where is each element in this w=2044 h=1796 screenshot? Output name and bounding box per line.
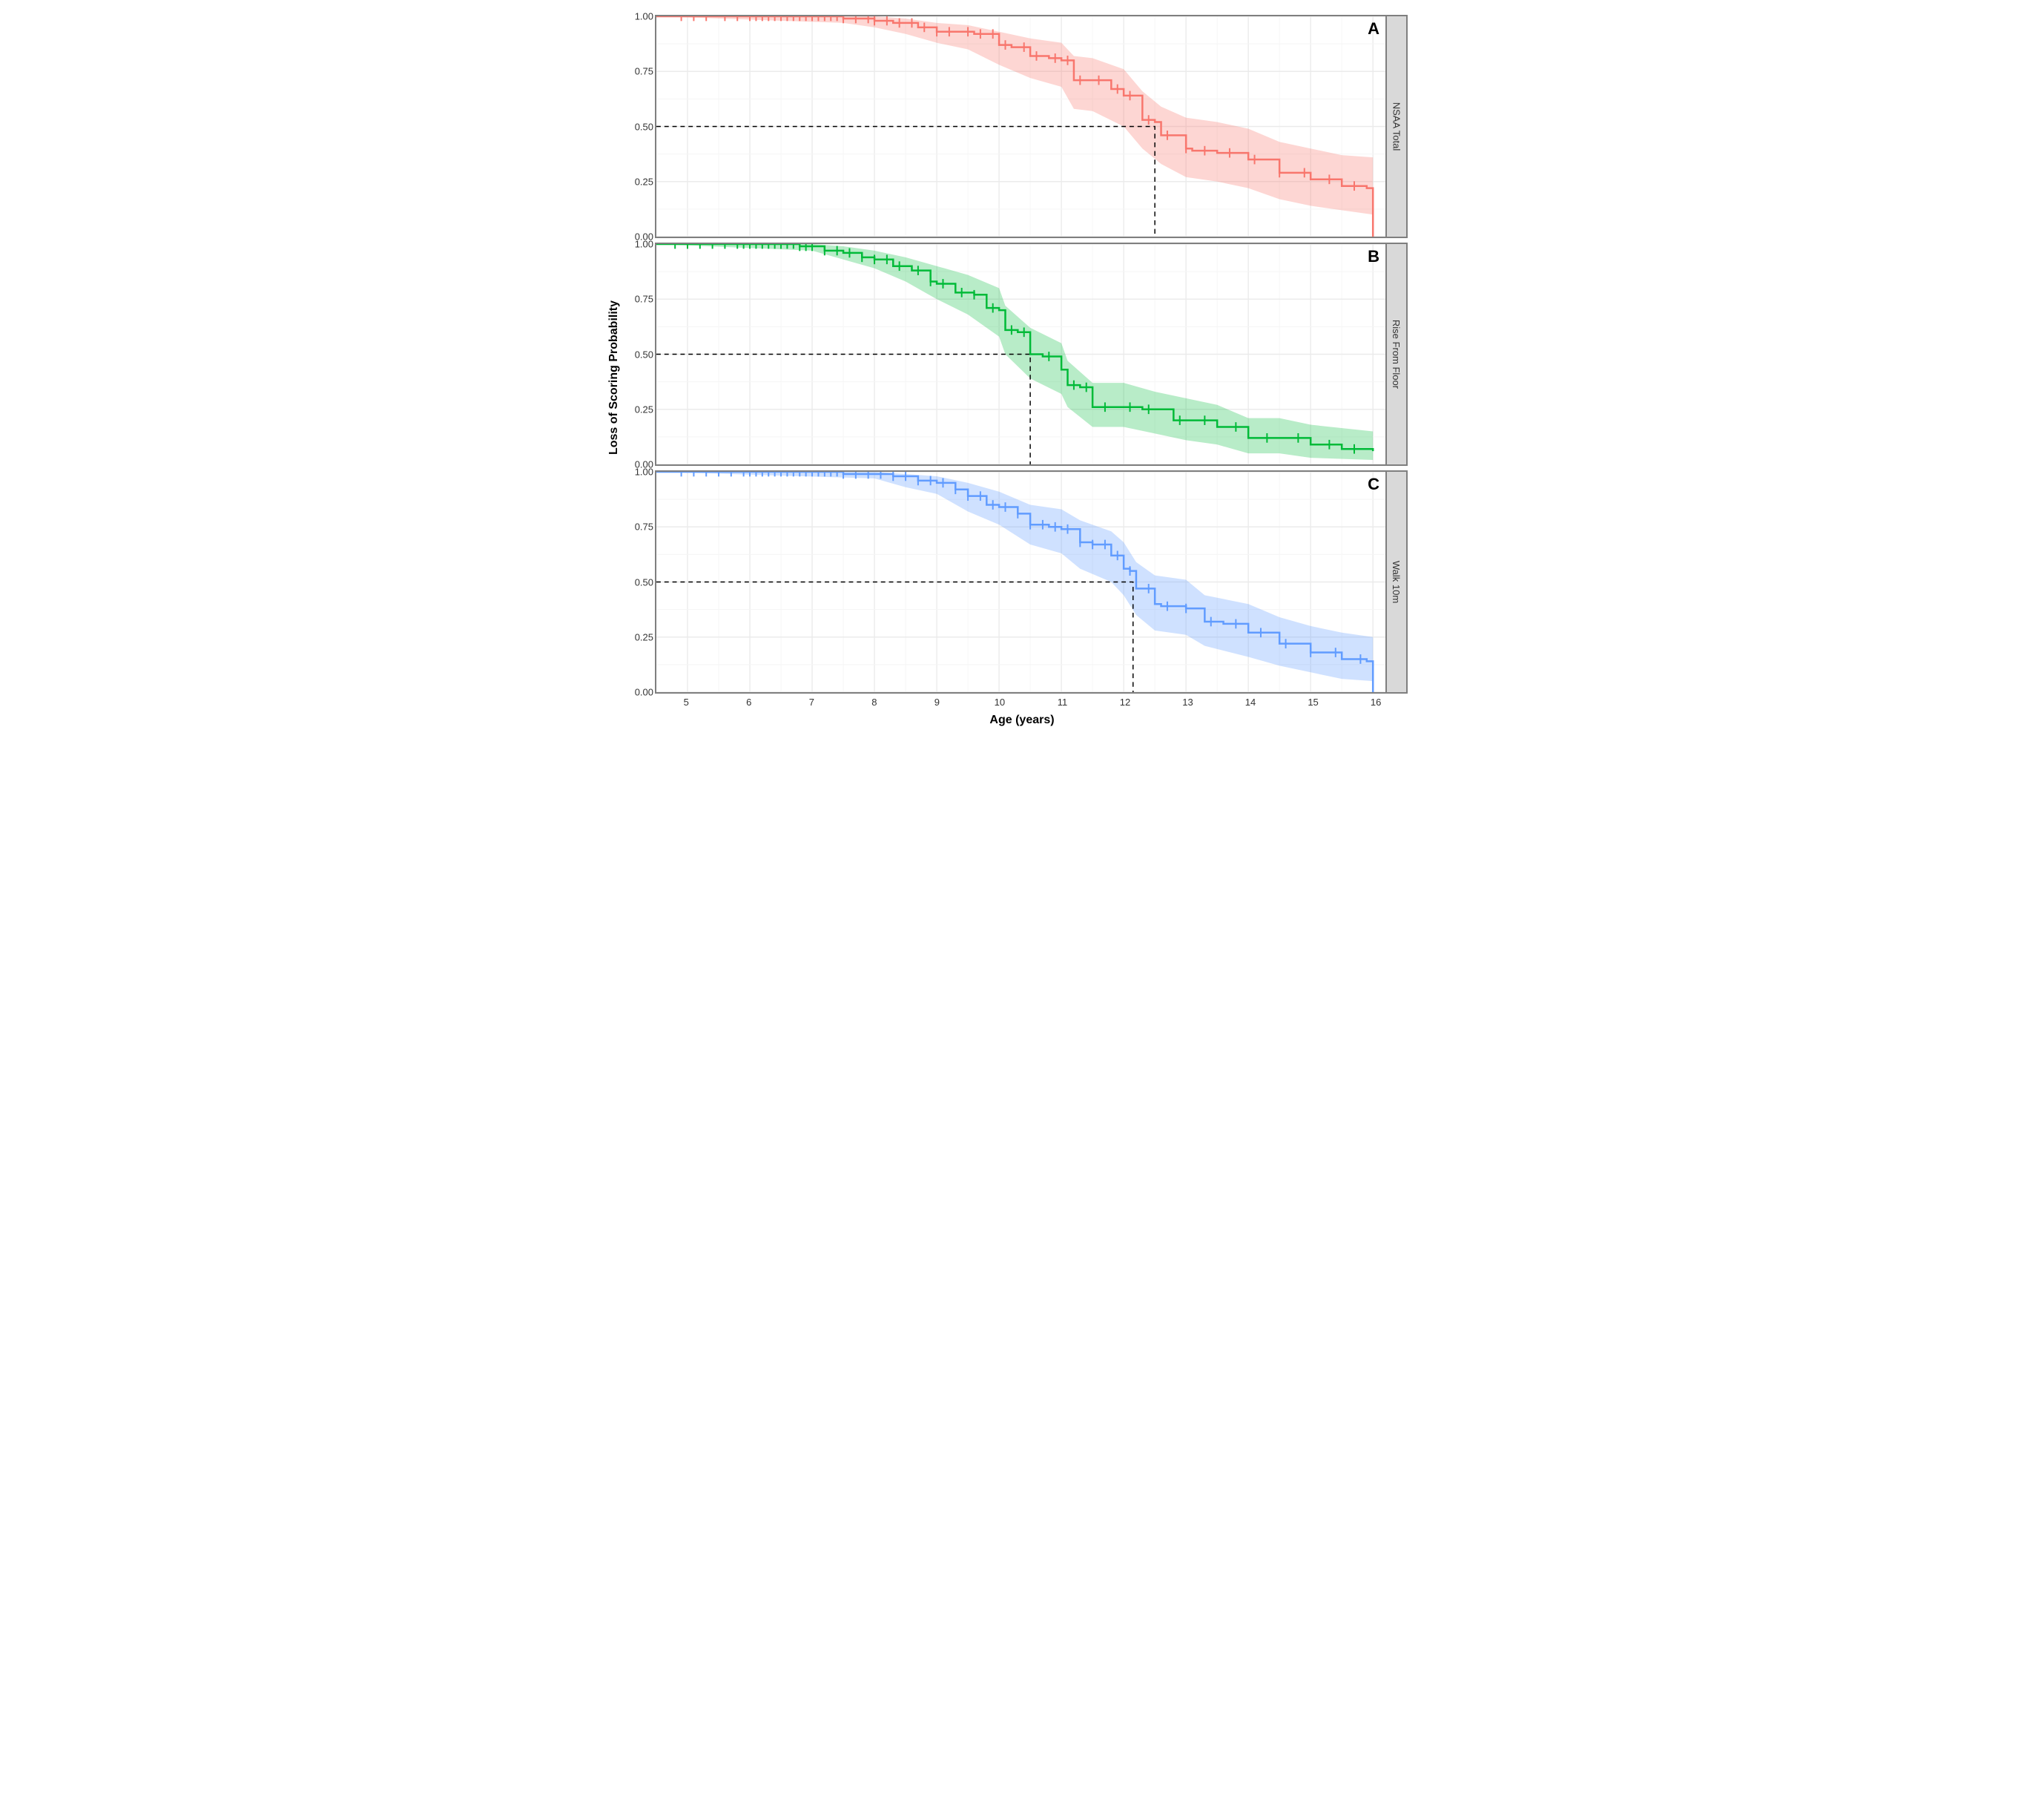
confidence-ribbon xyxy=(656,472,1373,681)
x-axis-title: Age (years) xyxy=(989,714,1054,727)
facet-strip-label: Walk 10m xyxy=(1391,561,1402,603)
y-tick-label: 0.50 xyxy=(625,349,653,360)
y-tick-labels: 0.000.250.500.751.00 xyxy=(625,472,653,692)
x-tick-label: 9 xyxy=(934,697,940,708)
figure: Loss of Scoring Probability Age (years) … xyxy=(614,15,1430,727)
y-tick-label: 0.75 xyxy=(625,66,653,77)
panel-C: 0.000.250.500.751.00C Walk 10m xyxy=(655,470,1408,694)
x-tick-label: 6 xyxy=(746,697,751,708)
y-tick-label: 1.00 xyxy=(625,239,653,250)
plot-svg xyxy=(656,244,1385,464)
x-tick-label: 12 xyxy=(1120,697,1130,708)
y-tick-label: 1.00 xyxy=(625,11,653,22)
confidence-ribbon xyxy=(656,16,1373,214)
plot-area: 0.000.250.500.751.00A xyxy=(655,15,1387,238)
x-tick-label: 13 xyxy=(1182,697,1193,708)
plot-svg xyxy=(656,472,1385,692)
panel-letter: A xyxy=(1368,19,1379,39)
x-tick-label: 5 xyxy=(684,697,689,708)
confidence-ribbon xyxy=(656,244,1373,460)
x-tick-label: 7 xyxy=(809,697,814,708)
facet-strip-label: Rise From Floor xyxy=(1391,320,1402,389)
y-tick-label: 1.00 xyxy=(625,467,653,478)
panel-A: 0.000.250.500.751.00A NSAA Total xyxy=(655,15,1408,238)
panel-letter: C xyxy=(1368,475,1379,494)
x-tick-labels: 5 6 7 8 9 10 11 12 13 14 15 16 xyxy=(655,697,1388,710)
y-axis-title: Loss of Scoring Probability xyxy=(607,300,621,455)
y-tick-label: 0.25 xyxy=(625,404,653,415)
x-tick-label: 10 xyxy=(995,697,1005,708)
facet-strip: Rise From Floor xyxy=(1387,243,1408,466)
plot-area: 0.000.250.500.751.00C xyxy=(655,470,1387,694)
x-tick-label: 11 xyxy=(1058,697,1068,708)
facet-strip: Walk 10m xyxy=(1387,470,1408,694)
x-tick-label: 8 xyxy=(871,697,877,708)
x-tick-label: 16 xyxy=(1371,697,1381,708)
plot-area: 0.000.250.500.751.00B xyxy=(655,243,1387,466)
x-tick-label: 14 xyxy=(1245,697,1256,708)
panel-letter: B xyxy=(1368,247,1379,266)
facet-strip: NSAA Total xyxy=(1387,15,1408,238)
y-tick-label: 0.50 xyxy=(625,576,653,588)
y-tick-labels: 0.000.250.500.751.00 xyxy=(625,244,653,464)
plot-svg xyxy=(656,16,1385,237)
y-tick-label: 0.50 xyxy=(625,121,653,132)
panel-B: 0.000.250.500.751.00B Rise From Floor xyxy=(655,243,1408,466)
x-tick-label: 15 xyxy=(1308,697,1318,708)
y-tick-label: 0.25 xyxy=(625,631,653,642)
y-tick-label: 0.00 xyxy=(625,687,653,698)
y-tick-label: 0.75 xyxy=(625,522,653,533)
facet-strip-label: NSAA Total xyxy=(1391,102,1402,151)
y-tick-labels: 0.000.250.500.751.00 xyxy=(625,16,653,237)
panel-stack: 0.000.250.500.751.00ANSAA Total0.000.250… xyxy=(655,15,1408,694)
y-tick-label: 0.75 xyxy=(625,294,653,305)
y-tick-label: 0.25 xyxy=(625,176,653,187)
